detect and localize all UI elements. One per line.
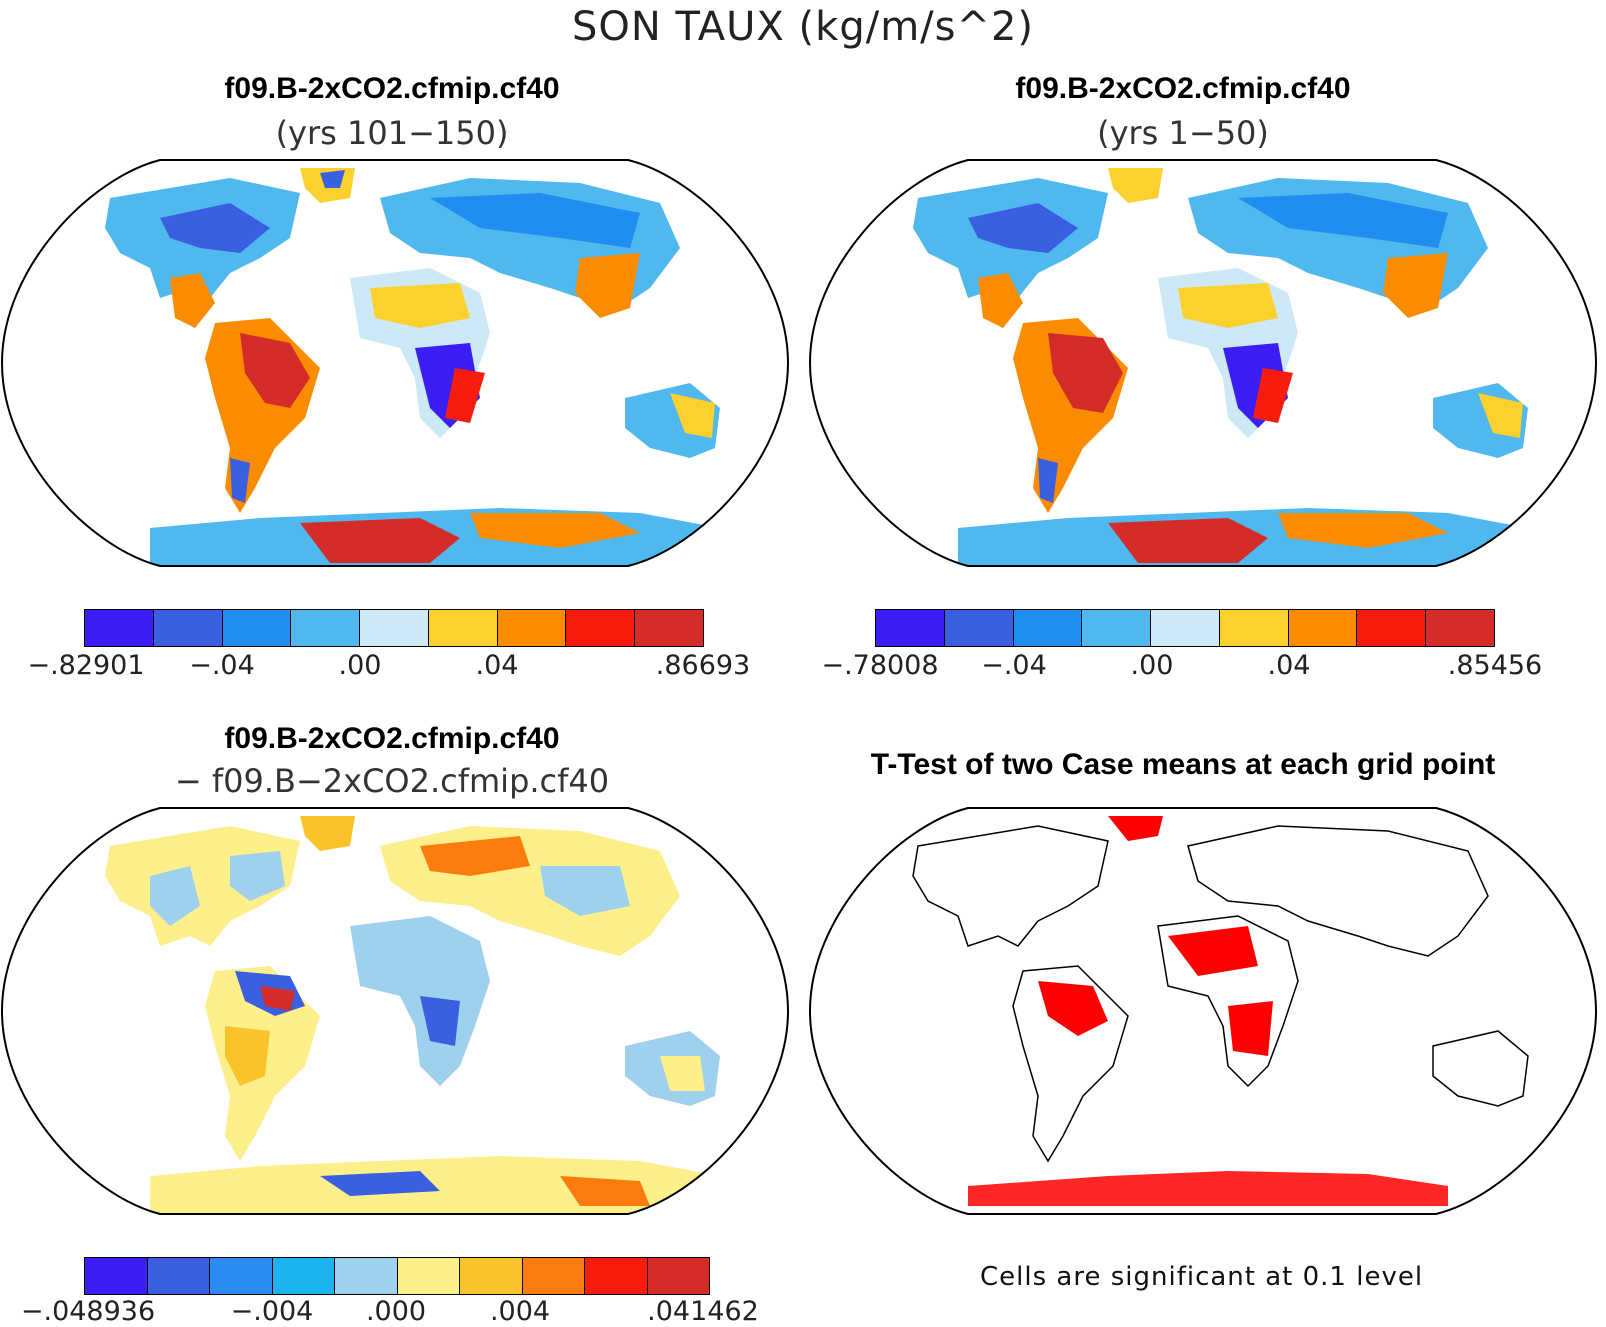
colorbar-swatch bbox=[522, 1258, 585, 1294]
panel-bottom-right-title: T-Test of two Case means at each grid po… bbox=[870, 748, 1496, 781]
significance-note: Cells are significant at 0.1 level bbox=[980, 1262, 1424, 1292]
colorbar-swatch bbox=[460, 1258, 523, 1294]
colorbar-tick-label: .00 bbox=[338, 650, 382, 681]
panel-bottom-left-subtitle: − f09.B−2xCO2.cfmip.cf40 bbox=[174, 762, 610, 800]
colorbar-swatch bbox=[147, 1258, 210, 1294]
colorbar-tick-label: .000 bbox=[365, 1296, 427, 1327]
colorbar-swatch bbox=[497, 610, 567, 646]
colorbar-swatch bbox=[647, 1258, 709, 1294]
panel-top-right-title: f09.B-2xCO2.cfmip.cf40 bbox=[1015, 72, 1351, 105]
panel-top-left-subtitle: (yrs 101−150) bbox=[275, 114, 509, 152]
colorbar-swatch bbox=[1013, 610, 1083, 646]
map-top-left bbox=[0, 159, 790, 567]
colorbar-swatch bbox=[1357, 610, 1427, 646]
colorbar-swatch bbox=[397, 1258, 460, 1294]
panel-top-right-subtitle: (yrs 1−50) bbox=[1097, 114, 1269, 152]
colorbar-swatch bbox=[876, 610, 945, 646]
colorbar-tick-label: −.004 bbox=[230, 1296, 314, 1327]
colorbar-tick-label: .004 bbox=[489, 1296, 551, 1327]
colorbar-swatch bbox=[210, 1258, 273, 1294]
colorbar-swatch bbox=[1426, 610, 1495, 646]
colorbar-swatch bbox=[335, 1258, 398, 1294]
map-bottom-right bbox=[808, 807, 1598, 1215]
colorbar-swatch bbox=[635, 610, 704, 646]
colorbar-tick-label: .04 bbox=[1267, 650, 1311, 681]
colorbar-tick-label: −.82901 bbox=[27, 650, 145, 681]
colorbar-swatch bbox=[428, 610, 498, 646]
panel-top-left-title: f09.B-2xCO2.cfmip.cf40 bbox=[224, 72, 560, 105]
colorbar-tick-label: .86693 bbox=[655, 650, 751, 681]
colorbar-tick-label: .00 bbox=[1130, 650, 1174, 681]
colorbar-swatch bbox=[85, 610, 154, 646]
colorbar-swatch bbox=[585, 1258, 648, 1294]
colorbar-swatch bbox=[153, 610, 223, 646]
colorbar-swatch bbox=[272, 1258, 335, 1294]
colorbar-top-right bbox=[875, 609, 1495, 647]
colorbar-swatch bbox=[222, 610, 292, 646]
colorbar-swatch bbox=[85, 1258, 148, 1294]
colorbar-bottom-left bbox=[84, 1257, 710, 1295]
colorbar-tick-label: −.04 bbox=[981, 650, 1047, 681]
colorbar-tick-label: −.78008 bbox=[821, 650, 939, 681]
colorbar-swatch bbox=[1082, 610, 1152, 646]
colorbar-top-left bbox=[84, 609, 704, 647]
colorbar-swatch bbox=[360, 610, 429, 646]
figure-title: SON TAUX (kg/m/s^2) bbox=[571, 4, 1035, 50]
panel-bottom-left-title: f09.B-2xCO2.cfmip.cf40 bbox=[224, 722, 560, 755]
colorbar-tick-label: .04 bbox=[475, 650, 519, 681]
colorbar-swatch bbox=[944, 610, 1014, 646]
colorbar-swatch bbox=[1219, 610, 1289, 646]
colorbar-swatch bbox=[1288, 610, 1358, 646]
map-bottom-left bbox=[0, 807, 790, 1215]
map-top-right bbox=[808, 159, 1598, 567]
colorbar-tick-label: .041462 bbox=[647, 1296, 759, 1327]
colorbar-tick-label: −.048936 bbox=[20, 1296, 156, 1327]
colorbar-tick-label: −.04 bbox=[189, 650, 255, 681]
colorbar-tick-label: .85456 bbox=[1447, 650, 1543, 681]
colorbar-swatch bbox=[291, 610, 361, 646]
colorbar-swatch bbox=[1151, 610, 1220, 646]
colorbar-swatch bbox=[566, 610, 636, 646]
